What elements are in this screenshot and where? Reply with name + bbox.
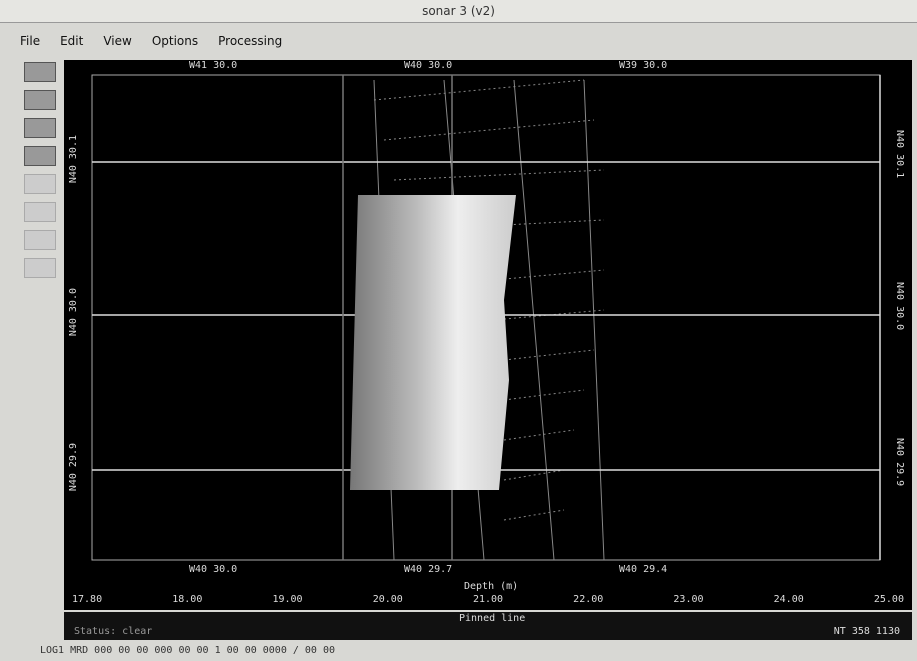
- tool-button[interactable]: [24, 62, 56, 82]
- coord-label: W40 30.0: [189, 564, 237, 575]
- depth-scale: Depth (m) 17.80 18.00 19.00 20.00 21.00 22.00…: [64, 580, 912, 610]
- menu-item[interactable]: Processing: [218, 30, 282, 52]
- coord-label: W39 30.0: [619, 60, 667, 71]
- tool-button[interactable]: [24, 90, 56, 110]
- coord-label: W41 30.0: [189, 60, 237, 71]
- scale-tick-label: 18.00: [172, 594, 202, 605]
- tool-button[interactable]: [24, 146, 56, 166]
- coord-label: N40 30.0: [68, 288, 79, 336]
- menu-item[interactable]: File: [20, 30, 40, 52]
- sonar-display[interactable]: W41 30.0 W40 30.0 W39 30.0 N40 30.1 N40 …: [64, 60, 912, 580]
- coord-label: N40 30.1: [894, 130, 905, 178]
- status-bar: Pinned line Status: clear NT 358 1130: [64, 612, 912, 640]
- tool-button[interactable]: [24, 258, 56, 278]
- coord-label: N40 29.9: [894, 438, 905, 486]
- coord-label: W40 29.4: [619, 564, 667, 575]
- scale-ticks: 17.80 18.00 19.00 20.00 21.00 22.00 23.00 24.00…: [72, 594, 904, 605]
- coord-label: W40 30.0: [404, 60, 452, 71]
- coord-label: W40 29.7: [404, 564, 452, 575]
- scale-tick-label: 25.00: [874, 594, 904, 605]
- toolbar: [20, 62, 60, 286]
- sonar-swath: [350, 195, 516, 490]
- menu-item[interactable]: View: [103, 30, 131, 52]
- tool-button[interactable]: [24, 202, 56, 222]
- coord-label: N40 30.0: [894, 282, 905, 330]
- display-graphics: [64, 60, 912, 580]
- scale-tick-label: 17.80: [72, 594, 102, 605]
- scale-tick-label: 19.00: [272, 594, 302, 605]
- coord-label: N40 29.9: [68, 443, 79, 491]
- scale-caption: Pinned line: [459, 613, 525, 624]
- tool-button[interactable]: [24, 230, 56, 250]
- status-text: Status: clear: [74, 626, 152, 637]
- scale-tick-label: 22.00: [573, 594, 603, 605]
- footer-text: LOG1 MRD 000 00 00 000 00 00 1 00 00 000…: [40, 645, 335, 656]
- tool-button[interactable]: [24, 174, 56, 194]
- scale-tick-label: 20.00: [373, 594, 403, 605]
- menu-item[interactable]: Options: [152, 30, 198, 52]
- scale-tick-label: 23.00: [673, 594, 703, 605]
- tool-button[interactable]: [24, 118, 56, 138]
- menu-item[interactable]: Edit: [60, 30, 83, 52]
- status-text: NT 358 1130: [834, 626, 900, 637]
- title-bar: sonar 3 (v2): [0, 0, 917, 23]
- scale-tick-label: 21.00: [473, 594, 503, 605]
- menu-bar: File Edit View Options Processing: [20, 30, 282, 52]
- scale-title: Depth (m): [464, 581, 518, 592]
- coord-label: N40 30.1: [68, 135, 79, 183]
- screen: sonar 3 (v2) File Edit View Options Proc…: [0, 0, 917, 661]
- scale-tick-label: 24.00: [774, 594, 804, 605]
